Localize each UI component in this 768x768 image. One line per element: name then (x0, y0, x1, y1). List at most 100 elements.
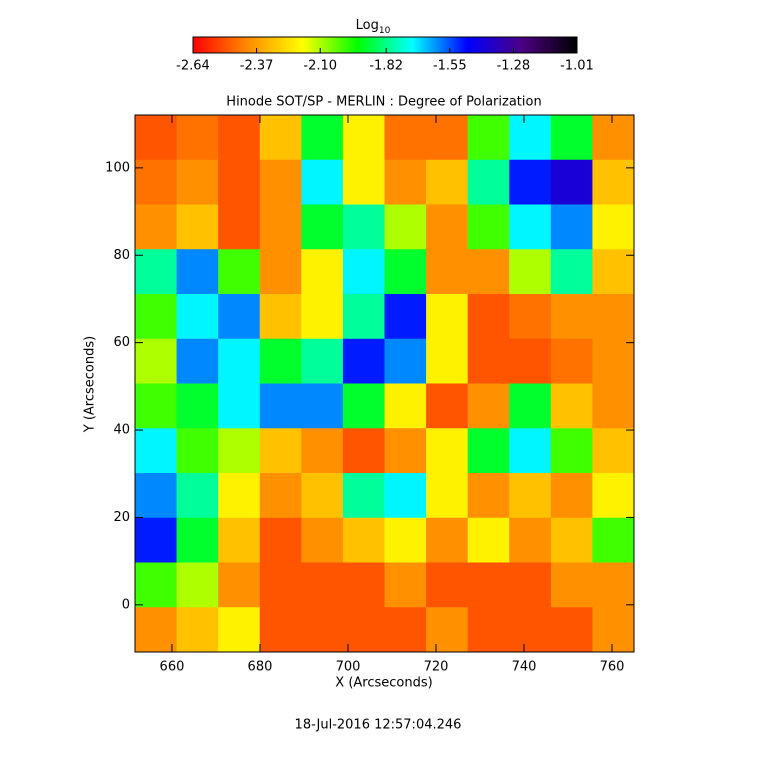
heatmap-cell (135, 338, 178, 384)
y-axis-label: Y (Arcseconds) (83, 336, 98, 433)
heatmap-cell (426, 159, 469, 205)
heatmap-cell (259, 338, 302, 384)
heatmap-cell (384, 249, 427, 295)
heatmap-cell (259, 562, 302, 608)
y-tick-label: 20 (113, 510, 130, 525)
heatmap-cell (592, 517, 635, 563)
heatmap-cell (342, 607, 385, 653)
heatmap-cell (592, 562, 635, 608)
heatmap-cell (426, 473, 469, 519)
heatmap-cell (509, 473, 552, 519)
heatmap-cell (135, 562, 178, 608)
colorbar (192, 36, 578, 54)
heatmap-cell (342, 338, 385, 384)
heatmap-cell (426, 338, 469, 384)
heatmap-cell (426, 249, 469, 295)
heatmap-cell (384, 338, 427, 384)
heatmap-cell (301, 383, 344, 429)
heatmap-cell (259, 294, 302, 340)
y-tick-label: 40 (113, 423, 130, 438)
heatmap-cell (467, 473, 510, 519)
heatmap-cell (592, 383, 635, 429)
heatmap-cell (426, 294, 469, 340)
heatmap-cell (592, 607, 635, 653)
heatmap-cell (592, 204, 635, 250)
heatmap-cell (218, 383, 261, 429)
x-tick-label: 740 (512, 660, 537, 675)
heatmap-cell (342, 115, 385, 161)
heatmap-cell (550, 294, 593, 340)
heatmap-cell (301, 204, 344, 250)
heatmap-cell (176, 249, 219, 295)
heatmap-cell (218, 249, 261, 295)
x-axis-label: X (Arcseconds) (335, 676, 432, 691)
heatmap-cell (509, 383, 552, 429)
heatmap-cell (176, 115, 219, 161)
heatmap-cell (301, 428, 344, 474)
heatmap-cell (467, 294, 510, 340)
heatmap-cell (384, 473, 427, 519)
heatmap-cell (384, 294, 427, 340)
x-tick-label: 700 (336, 660, 361, 675)
heatmap-cell (176, 562, 219, 608)
colorbar-tick-label: -2.37 (240, 59, 274, 74)
heatmap-cell (550, 159, 593, 205)
heatmap-cell (592, 159, 635, 205)
heatmap-cell (426, 562, 469, 608)
heatmap-cell (301, 517, 344, 563)
heatmap-cell (384, 607, 427, 653)
heatmap-cell (176, 338, 219, 384)
heatmap-cell (592, 428, 635, 474)
heatmap-cell (467, 338, 510, 384)
heatmap-cell (342, 517, 385, 563)
heatmap-cell (176, 159, 219, 205)
heatmap-cell (592, 294, 635, 340)
heatmap-cell (426, 517, 469, 563)
chart-title: Hinode SOT/SP - MERLIN : Degree of Polar… (226, 95, 541, 110)
heatmap-cell (218, 473, 261, 519)
heatmap-cell (218, 562, 261, 608)
heatmap-cell (467, 562, 510, 608)
heatmap-cell (426, 428, 469, 474)
heatmap-cell (384, 204, 427, 250)
heatmap-cell (218, 607, 261, 653)
heatmap-cell (259, 249, 302, 295)
heatmap-cell (592, 338, 635, 384)
heatmap-cell (467, 204, 510, 250)
heatmap-cell (135, 473, 178, 519)
heatmap-cell (467, 428, 510, 474)
heatmap-cell (342, 249, 385, 295)
heatmap-cell (550, 383, 593, 429)
heatmap-cell (176, 204, 219, 250)
heatmap-cell (342, 159, 385, 205)
heatmap-cell (259, 383, 302, 429)
heatmap-cell (592, 249, 635, 295)
colorbar-title-base: Log (356, 18, 379, 33)
colorbar-tick-label: -2.10 (303, 59, 337, 74)
heatmap-cell (176, 294, 219, 340)
heatmap-cell (135, 383, 178, 429)
heatmap-cell (301, 562, 344, 608)
heatmap-cell (467, 607, 510, 653)
heatmap-cell (467, 249, 510, 295)
colorbar-tick-label: -1.82 (369, 59, 403, 74)
heatmap-cell (467, 383, 510, 429)
heatmap-cell (467, 115, 510, 161)
heatmap-cell (342, 383, 385, 429)
heatmap-cell (550, 428, 593, 474)
heatmap-cell (509, 562, 552, 608)
heatmap-cell (509, 249, 552, 295)
colorbar-title: Log10 (356, 18, 391, 36)
heatmap-cell (384, 383, 427, 429)
heatmap-cell (550, 473, 593, 519)
heatmap-cell (342, 562, 385, 608)
heatmap-cell (259, 115, 302, 161)
y-tick-label: 100 (105, 160, 130, 175)
heatmap-cell (218, 115, 261, 161)
x-tick-label: 720 (424, 660, 449, 675)
heatmap-cell (301, 294, 344, 340)
heatmap-cell (592, 473, 635, 519)
y-tick-label: 80 (113, 248, 130, 263)
heatmap-cell (301, 338, 344, 384)
